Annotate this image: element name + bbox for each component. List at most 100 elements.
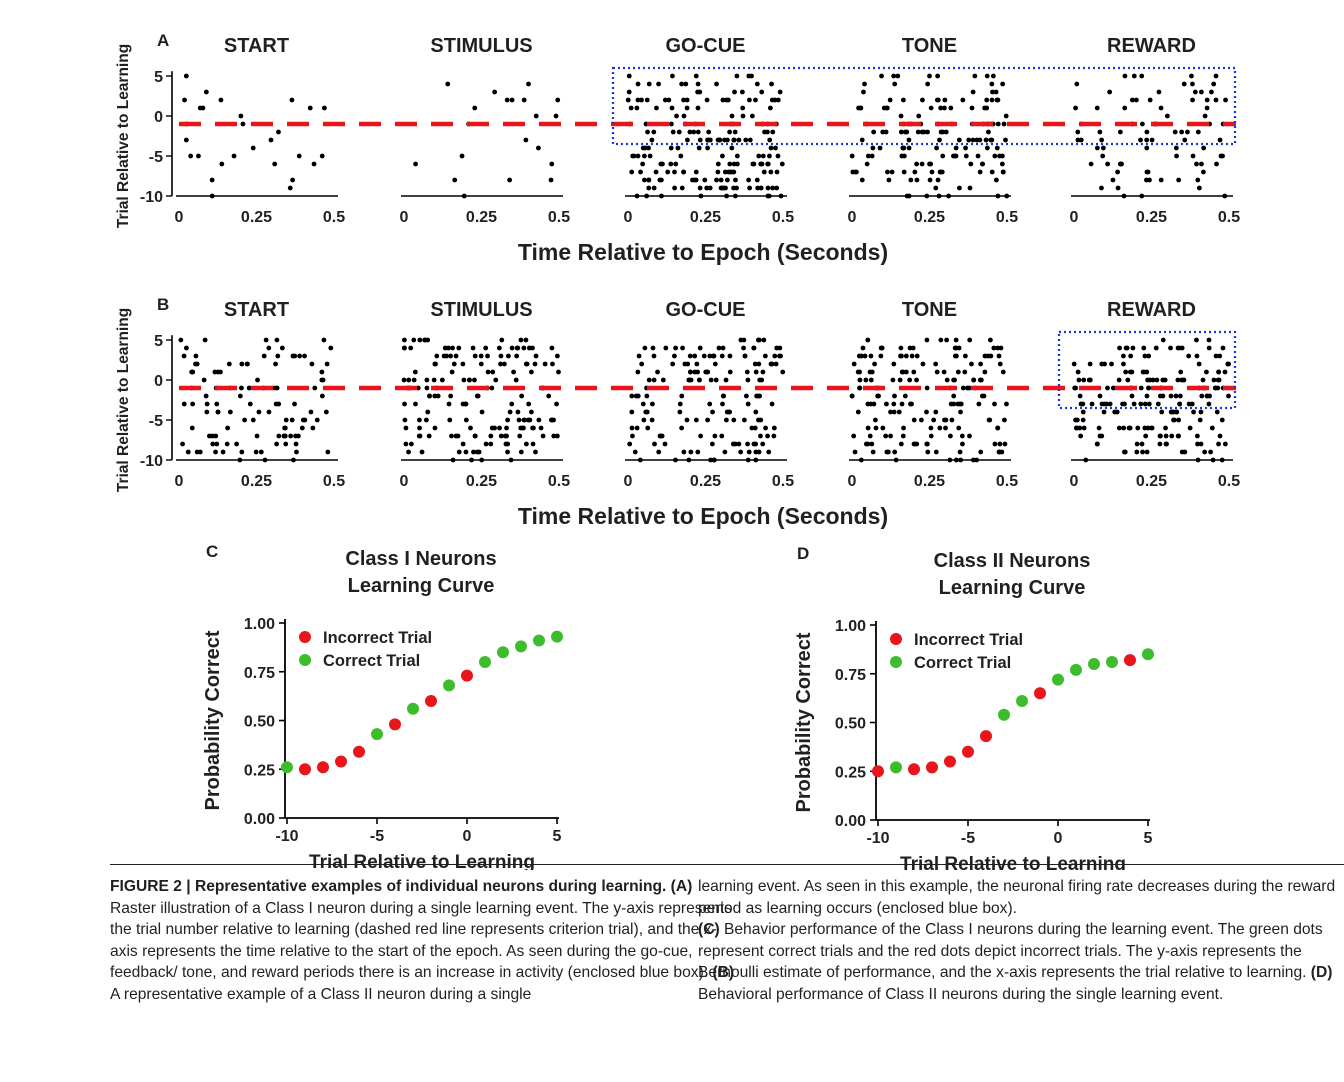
data-point: [926, 761, 938, 774]
spike-dot: [931, 417, 937, 423]
spike-dot: [692, 353, 698, 359]
spike-dot: [690, 177, 695, 183]
spike-dot: [746, 449, 752, 455]
spike-dot: [475, 393, 481, 399]
spike-dot: [868, 377, 874, 383]
spike-dot: [485, 369, 491, 375]
highlight-box: [1057, 330, 1237, 410]
caption-b-text: A representative example of a Class II n…: [110, 985, 532, 1003]
spike-dot: [915, 129, 921, 135]
spike-dot: [523, 337, 529, 343]
x-tick-label: 0.25: [466, 473, 497, 490]
spike-dot: [1088, 161, 1094, 167]
spike-dot: [996, 353, 1002, 359]
spike-dot: [626, 73, 632, 79]
spike-dot: [688, 449, 694, 455]
x-tick-label: 0.25: [690, 209, 721, 226]
x-axis-label: Trial Relative to Learning: [309, 852, 535, 870]
spike-dot: [256, 409, 262, 415]
caption-c-text: Behavior performance of the Class I neur…: [698, 921, 1323, 982]
spike-dot: [733, 177, 738, 183]
spike-dot: [434, 353, 440, 359]
spike-dot: [872, 361, 877, 367]
spike-dot: [1219, 417, 1225, 423]
spike-dot: [919, 161, 925, 167]
spike-dot: [448, 393, 454, 399]
spike-dot: [485, 353, 490, 359]
spike-dot: [760, 441, 766, 447]
spike-dot: [868, 353, 874, 359]
spike-dot: [504, 97, 510, 103]
spike-dot: [989, 169, 995, 175]
spike-dot: [641, 153, 647, 159]
spike-dot: [636, 353, 642, 359]
spike-dot: [283, 417, 289, 423]
spike-dot: [984, 97, 990, 103]
spike-dot: [644, 193, 650, 199]
spike-dot: [471, 449, 476, 455]
spike-dot: [910, 345, 916, 351]
spike-dot: [488, 433, 494, 439]
spike-dot: [533, 353, 539, 359]
spike-dot: [425, 409, 431, 415]
spike-dot: [901, 153, 907, 159]
spike-dot: [771, 425, 777, 431]
spike-dot: [627, 441, 633, 447]
spike-dot: [1003, 113, 1009, 119]
chart-title-line2: Learning Curve: [939, 577, 1086, 599]
spike-dot: [268, 137, 274, 143]
spike-dot: [646, 185, 652, 191]
y-tick-label: 0.00: [835, 813, 866, 830]
spike-dot: [319, 153, 325, 159]
spike-dot: [884, 401, 889, 407]
spike-dot: [925, 129, 930, 135]
spike-dot: [209, 193, 215, 199]
spike-dot: [960, 441, 965, 447]
spike-dot: [741, 345, 746, 351]
spike-dot: [676, 129, 682, 135]
spike-dot: [851, 361, 857, 367]
spike-dot: [1129, 393, 1135, 399]
spike-dot: [963, 153, 969, 159]
spike-dot: [960, 385, 966, 391]
figure-label: FIGURE 2 | Representative examples of in…: [110, 878, 667, 895]
panel-a-raster: A 5 0 -5 -10 Trial Relative to Learning START 0…: [115, 31, 1240, 265]
spike-dot: [291, 457, 296, 463]
spike-dot: [1121, 425, 1127, 431]
spike-dot: [747, 137, 753, 143]
data-point: [443, 679, 455, 692]
spike-dot: [957, 401, 963, 407]
spike-dot: [1110, 385, 1116, 391]
spike-dot: [753, 409, 759, 415]
spike-dot: [989, 97, 995, 103]
spike-dot: [724, 97, 729, 103]
spike-dot: [448, 353, 453, 359]
caption-b-tag: (B): [712, 964, 735, 982]
spike-dot: [472, 377, 477, 383]
spike-dot: [651, 185, 657, 191]
spike-dot: [1142, 353, 1148, 359]
spike-dot: [511, 369, 516, 375]
legend-label: Incorrect Trial: [323, 629, 432, 647]
spike-dot: [757, 377, 763, 383]
spike-dot: [914, 161, 919, 167]
spike-dot: [963, 145, 968, 151]
x-tick-label: 0: [175, 473, 184, 490]
spike-dot: [185, 449, 191, 455]
spike-dot: [1226, 393, 1231, 399]
spike-dot: [927, 177, 933, 183]
spike-dot: [768, 169, 774, 175]
spike-dot: [1177, 401, 1183, 407]
spike-dot: [741, 337, 747, 343]
spike-dot: [1176, 417, 1182, 423]
spike-dot: [281, 433, 287, 439]
spike-dot: [1206, 337, 1212, 343]
spike-dot: [948, 433, 953, 439]
spike-dot: [899, 401, 905, 407]
spike-dot: [890, 377, 896, 383]
spike-dot: [239, 449, 245, 455]
spike-dot: [850, 169, 856, 175]
spike-dot: [908, 177, 914, 183]
spike-dot: [210, 441, 216, 447]
spike-dot: [641, 417, 647, 423]
